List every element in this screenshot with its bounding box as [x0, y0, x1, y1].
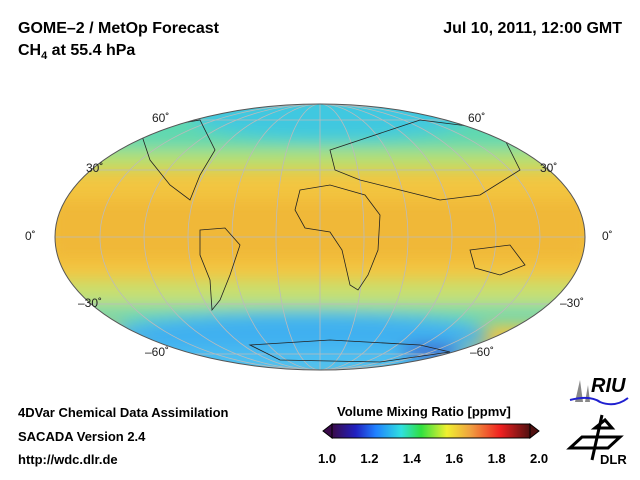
lat-label-right: –60˚ [470, 345, 495, 359]
colorbar-title: Volume Mixing Ratio [ppmv] [337, 404, 511, 419]
riu-logo: RIU [591, 375, 626, 397]
title: GOME–2 / MetOp Forecast [18, 20, 219, 37]
lat-label-right: 30˚ [540, 161, 558, 175]
lat-label-right: 60˚ [468, 111, 486, 125]
lat-label-right: 0˚ [602, 229, 613, 243]
colorbar-tick-label: 1.8 [487, 451, 506, 466]
lat-label-left: 30˚ [86, 161, 104, 175]
lat-label-left: 0˚ [25, 229, 36, 243]
colorbar-tick-label: 1.4 [402, 451, 421, 466]
species-subscript: 4 [41, 50, 48, 63]
lat-label-left: –30˚ [78, 296, 103, 310]
colorbar-tick-label: 1.2 [360, 451, 379, 466]
footer-line-2: SACADA Version 2.4 [18, 429, 146, 444]
ch4-field [55, 104, 585, 370]
lat-label-left: 60˚ [152, 111, 170, 125]
lat-label-left: –60˚ [145, 345, 170, 359]
colorbar-tick-label: 2.0 [530, 451, 549, 466]
colorbar-tick-label: 1.6 [445, 451, 464, 466]
map-outline [54, 103, 586, 371]
footer-line-1: 4DVar Chemical Data Assimilation [18, 405, 229, 420]
lat-label-right: –30˚ [560, 296, 585, 310]
footer-url[interactable]: http://wdc.dlr.de [18, 452, 118, 467]
species: CH [18, 42, 42, 59]
datetime: Jul 10, 2011, 12:00 GMT [443, 20, 622, 37]
coastlines [139, 119, 526, 363]
subtitle: CH4 at 55.4 hPa [18, 42, 135, 62]
dlr-logo-text: DLR [600, 452, 627, 467]
colorbar-tick-label: 1.0 [318, 451, 337, 466]
pressure-level: at 55.4 hPa [47, 42, 136, 59]
